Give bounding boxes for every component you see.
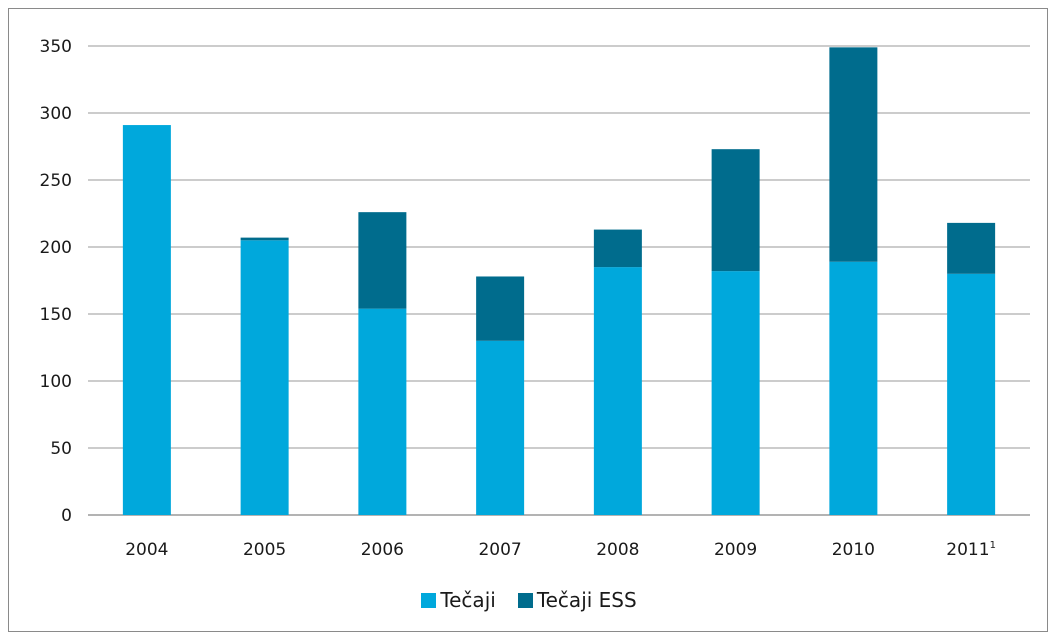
grid-lines [88,45,1030,516]
bar-tecaji-2010 [829,261,878,515]
y-tick-label: 100 [40,372,72,392]
bar-tecaji-2008 [593,267,642,515]
x-tick-label: 2007 [478,540,521,560]
legend-item-tecaji: Tečaji [421,588,496,612]
bar-tecaji-2006 [358,308,407,515]
bar-tecaji-2004 [122,125,171,515]
x-tick-label: 2009 [714,540,757,560]
y-tick-label: 300 [40,104,72,124]
legend-swatch-tecaji-ess [517,592,533,608]
legend: Tečaji Tečaji ESS [0,588,1058,612]
bar-tecaji-ess-2009 [711,149,760,272]
y-tick-label: 50 [50,439,72,459]
bar-tecaji-ess-2007 [476,276,525,341]
legend-label-tecaji-ess: Tečaji ESS [536,588,637,612]
x-tick-label: 2004 [125,540,168,560]
y-tick-label: 0 [61,506,72,526]
y-tick-label: 150 [40,305,72,325]
y-tick-label: 350 [40,37,72,57]
bar-tecaji-ess-2010 [829,47,878,262]
bar-tecaji-ess-2011 [947,222,996,274]
legend-label-tecaji: Tečaji [440,588,496,612]
bar-tecaji-ess-2006 [358,212,407,309]
x-tick-label: 2005 [243,540,286,560]
x-tick-label: 2006 [361,540,404,560]
bar-tecaji-2009 [711,271,760,515]
bars [122,47,996,516]
bar-tecaji-ess-2005 [240,237,289,241]
x-axis-ticks: 2004 2005 2006 2007 2008 2009 2010 20111 [125,540,996,560]
legend-swatch-tecaji [421,592,437,608]
x-tick-label: 2008 [596,540,639,560]
legend-item-tecaji-ess: Tečaji ESS [517,588,637,612]
y-axis-ticks: 0 50 100 150 200 250 300 350 [40,37,72,526]
y-tick-label: 250 [40,171,72,191]
x-tick-label: 20111 [946,540,996,560]
x-tick-label: 2010 [832,540,875,560]
bar-tecaji-ess-2008 [593,229,642,268]
bar-tecaji-2007 [476,340,525,515]
bar-tecaji-2005 [240,240,289,516]
y-tick-label: 200 [40,238,72,258]
bar-tecaji-2011 [947,273,996,515]
x-tick-footnote: 1 [990,540,996,551]
